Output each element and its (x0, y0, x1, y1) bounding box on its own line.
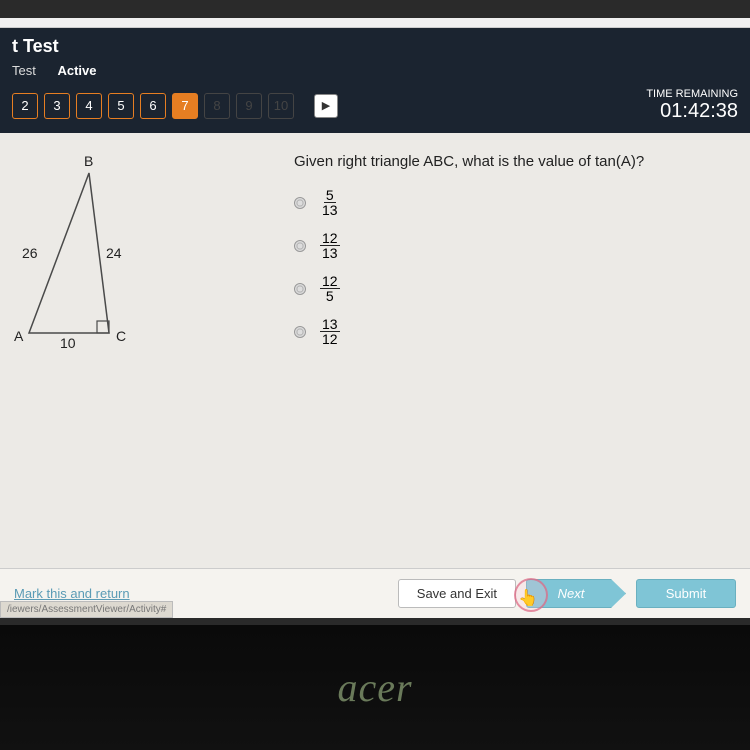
laptop-brand-logo: acer (337, 664, 412, 711)
qnum-10[interactable]: 10 (268, 93, 294, 119)
submit-button[interactable]: Submit (636, 579, 736, 608)
laptop-bezel: acer (0, 625, 750, 750)
qnum-2[interactable]: 2 (12, 93, 38, 119)
timer: TIME REMAINING 01:42:38 (646, 88, 738, 123)
timer-label: TIME REMAINING (646, 88, 738, 100)
mark-return-link[interactable]: Mark this and return (14, 586, 130, 601)
tab-test[interactable]: Test (12, 63, 36, 78)
test-title: t Test (12, 36, 738, 57)
nav-next-icon[interactable]: ▶ (314, 94, 338, 118)
vertex-c: C (116, 328, 126, 344)
nav-row: 2 3 4 5 6 7 8 9 10 ▶ TIME REMAINING 01:4… (12, 88, 738, 123)
side-ab: 26 (22, 245, 38, 261)
side-bc: 24 (106, 245, 122, 261)
option-1-value: 5 13 (320, 188, 340, 217)
header-tabs: Test Active (12, 63, 738, 78)
qnum-9[interactable]: 9 (236, 93, 262, 119)
radio-3[interactable] (294, 283, 306, 295)
question-text: Given right triangle ABC, what is the va… (294, 153, 736, 170)
question-pane: Given right triangle ABC, what is the va… (264, 153, 736, 558)
option-3-value: 12 5 (320, 274, 340, 303)
radio-4[interactable] (294, 326, 306, 338)
option-3[interactable]: 12 5 (294, 274, 736, 303)
radio-1[interactable] (294, 197, 306, 209)
browser-chrome (0, 18, 750, 28)
qnum-5[interactable]: 5 (108, 93, 134, 119)
vertex-a: A (14, 328, 23, 344)
option-2[interactable]: 12 13 (294, 231, 736, 260)
footer-buttons: Save and Exit Next Submit (398, 579, 736, 608)
qnum-8[interactable]: 8 (204, 93, 230, 119)
option-4[interactable]: 13 12 (294, 317, 736, 346)
content-area: B A C 26 24 10 Given right triangle ABC,… (0, 133, 750, 568)
browser-status-bar: /iewers/AssessmentViewer/Activity# (0, 601, 173, 618)
option-4-value: 13 12 (320, 317, 340, 346)
radio-2[interactable] (294, 240, 306, 252)
triangle-figure: B A C 26 24 10 (14, 153, 194, 353)
option-2-value: 12 13 (320, 231, 340, 260)
vertex-b: B (84, 153, 93, 169)
tab-active[interactable]: Active (57, 63, 96, 78)
timer-value: 01:42:38 (646, 100, 738, 123)
app-screen: t Test Test Active 2 3 4 5 6 7 8 9 10 ▶ … (0, 18, 750, 618)
next-button[interactable]: Next (526, 579, 626, 608)
option-1[interactable]: 5 13 (294, 188, 736, 217)
save-exit-button[interactable]: Save and Exit (398, 579, 516, 608)
side-ac: 10 (60, 335, 76, 351)
qnum-4[interactable]: 4 (76, 93, 102, 119)
figure-pane: B A C 26 24 10 (14, 153, 264, 558)
qnum-6[interactable]: 6 (140, 93, 166, 119)
qnum-3[interactable]: 3 (44, 93, 70, 119)
qnum-7[interactable]: 7 (172, 93, 198, 119)
test-header: t Test Test Active 2 3 4 5 6 7 8 9 10 ▶ … (0, 28, 750, 133)
question-nav: 2 3 4 5 6 7 8 9 10 ▶ (12, 93, 338, 119)
